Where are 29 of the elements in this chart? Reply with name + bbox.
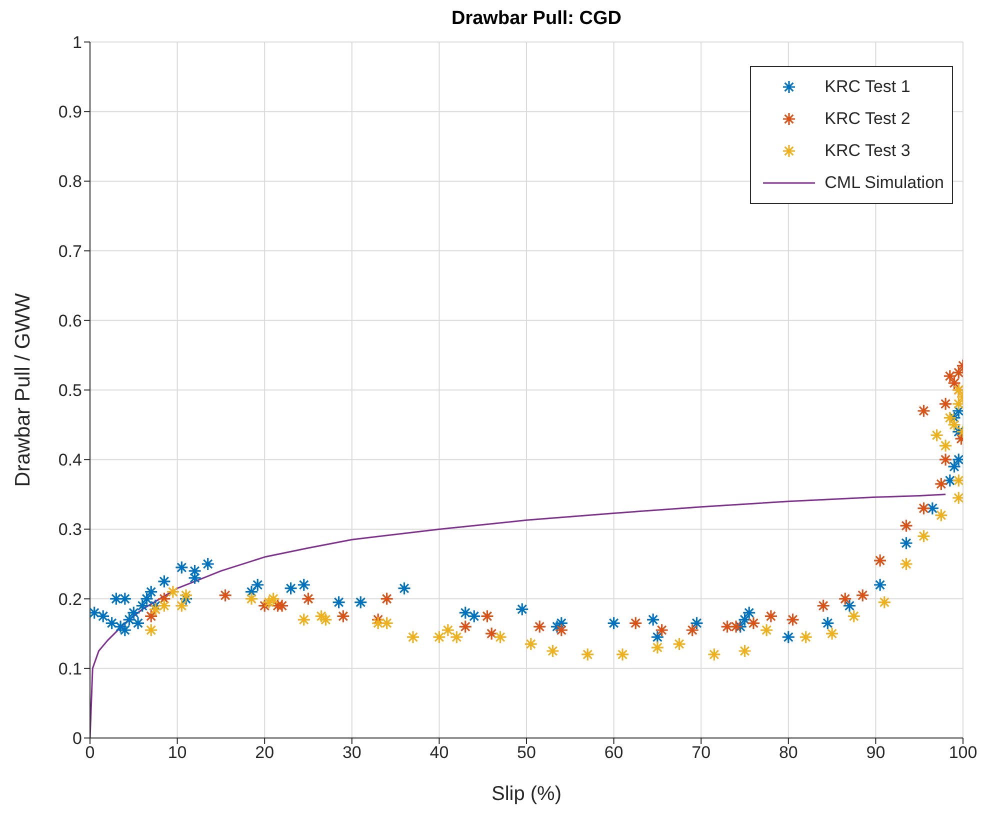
y-tick-label: 1 <box>72 33 82 52</box>
y-tick-label: 0 <box>72 729 82 748</box>
legend-label: CML Simulation <box>824 173 944 193</box>
legend-label: KRC Test 2 <box>824 109 910 129</box>
x-tick-label: 80 <box>778 743 798 762</box>
y-tick-label: 0.1 <box>58 659 82 678</box>
legend-label: KRC Test 1 <box>824 77 910 97</box>
y-axis-title: Drawbar Pull / GWW <box>11 292 34 487</box>
y-tick-label: 0.8 <box>58 172 82 192</box>
x-tick-label: 30 <box>342 743 362 762</box>
x-tick-label: 20 <box>255 743 274 762</box>
x-tick-label: 10 <box>168 743 187 762</box>
x-tick-label: 40 <box>430 743 449 762</box>
x-tick-label: 90 <box>866 743 886 762</box>
y-tick-label: 0.5 <box>58 381 82 400</box>
y-tick-label: 0.4 <box>58 450 82 470</box>
y-tick-label: 0.2 <box>58 590 82 609</box>
y-tick-label: 0.3 <box>58 520 82 540</box>
x-tick-label: 0 <box>85 743 95 762</box>
y-tick-label: 0.7 <box>58 242 82 261</box>
y-tick-label: 0.9 <box>58 102 82 122</box>
x-axis-title: Slip (%) <box>491 783 562 805</box>
x-tick-label: 60 <box>604 743 624 762</box>
x-tick-label: 100 <box>948 743 978 762</box>
x-tick-label: 50 <box>517 743 536 762</box>
y-tick-label: 0.6 <box>58 311 82 330</box>
chart-title: Drawbar Pull: CGD <box>450 8 622 30</box>
x-tick-label: 70 <box>692 743 711 762</box>
legend-label: KRC Test 3 <box>824 141 910 161</box>
